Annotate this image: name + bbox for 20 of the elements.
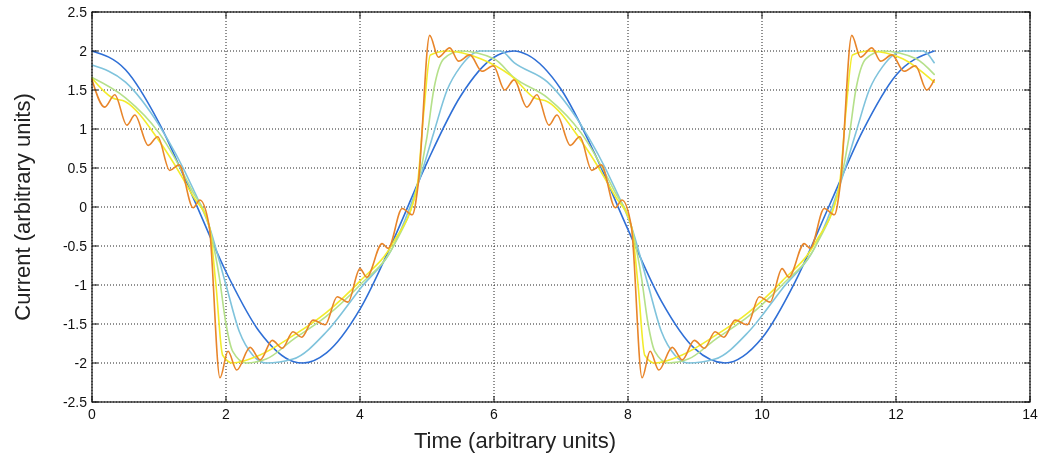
- y-tick-label: 0: [79, 198, 88, 215]
- x-tick-label: 10: [754, 406, 770, 422]
- x-axis-title: Time (arbitrary units): [413, 428, 617, 453]
- x-tick-label: 14: [1022, 406, 1038, 422]
- x-tick-label: 8: [624, 406, 633, 422]
- y-tick-label: 1.5: [67, 81, 88, 98]
- y-tick-label: 2: [79, 42, 88, 59]
- y-tick-label: 2.5: [67, 3, 88, 20]
- y-tick-label: -1: [74, 276, 88, 293]
- x-tick-label: 12: [888, 406, 904, 422]
- y-tick-label: -2: [74, 354, 88, 371]
- x-tick-label: 2: [222, 406, 231, 422]
- x-tick-label: 4: [356, 406, 365, 422]
- x-tick-label: 6: [490, 406, 499, 422]
- y-tick-label: 0.5: [67, 159, 88, 176]
- y-tick-label: -0.5: [62, 237, 88, 254]
- y-tick-label: -1.5: [62, 315, 88, 332]
- y-axis-title: Current (arbitrary units): [10, 93, 35, 321]
- y-tick-label: -2.5: [62, 393, 88, 410]
- y-tick-label: 1: [79, 120, 88, 137]
